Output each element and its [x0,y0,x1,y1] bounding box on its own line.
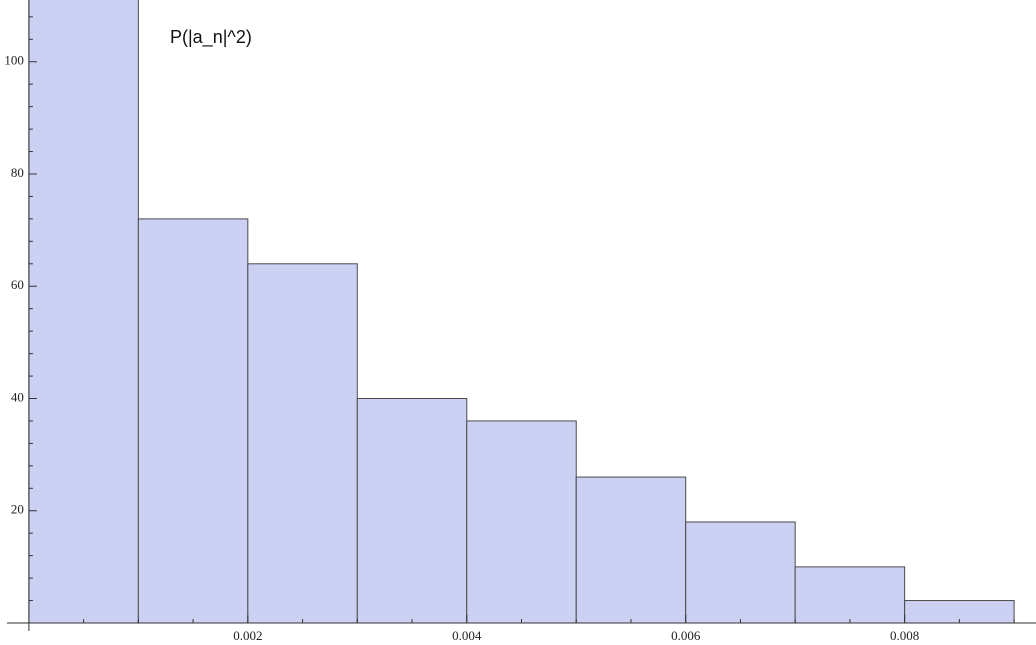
annotation: P(|a_n|^2) [170,27,252,48]
x-tick-label: 0.004 [452,628,482,643]
bars [28,0,1015,623]
x-tick-label: 0.008 [890,628,919,643]
bar [137,218,249,623]
bar [28,0,139,623]
x-tick-label: 0.006 [671,628,701,643]
y-tick-label: 80 [11,165,24,180]
bar [904,600,1015,623]
y-tick-label: 100 [4,53,24,68]
x-tick-label: 0.002 [233,628,262,643]
y-tick-label: 20 [11,502,24,517]
bar [794,566,906,623]
y-tick-label: 60 [11,277,24,292]
bar [575,476,687,623]
bar [685,521,796,623]
bar [466,420,577,623]
bar [356,397,468,623]
bar [247,263,358,623]
y-tick-label: 40 [11,389,24,404]
